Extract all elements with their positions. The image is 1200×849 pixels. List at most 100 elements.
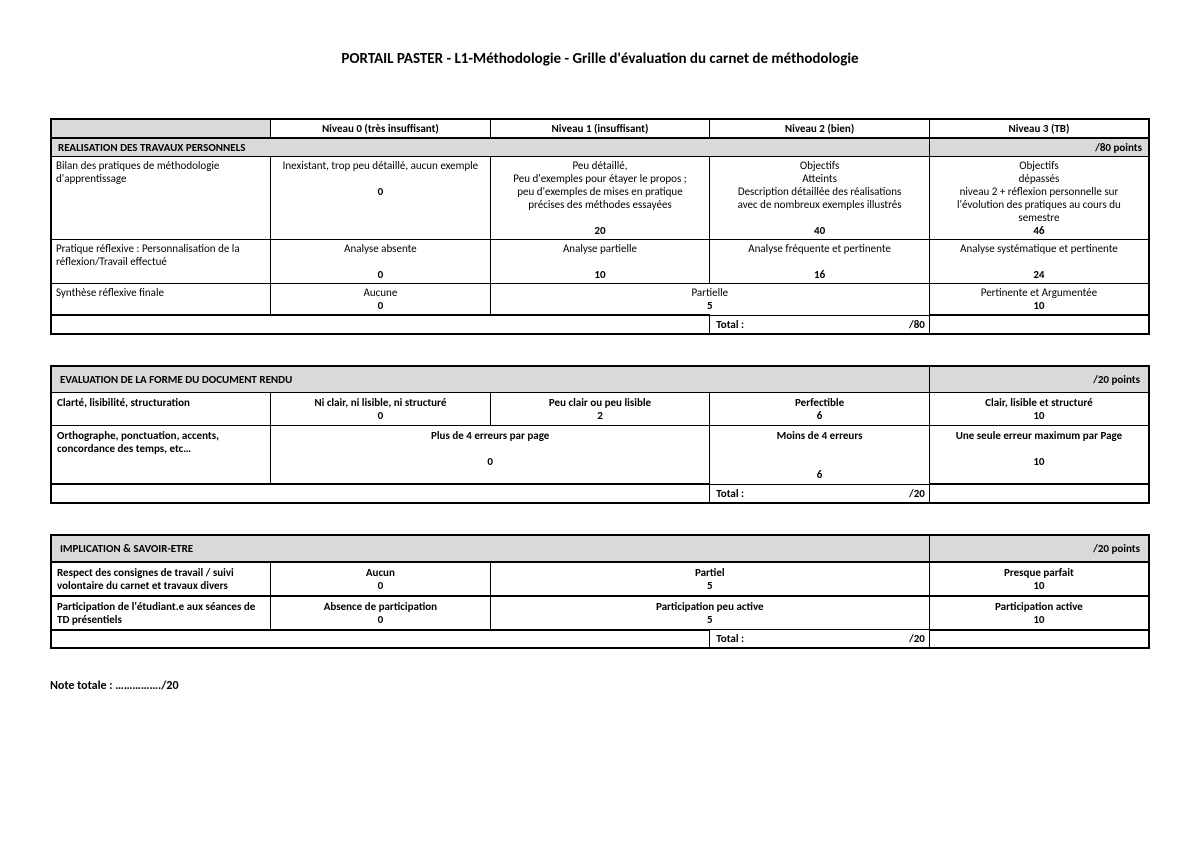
cell: Absence de participation 0 <box>271 596 491 630</box>
criterion-label: Bilan des pratiques de méthodologie d'ap… <box>51 157 271 240</box>
level-1-header: Niveau 1 (insuffisant) <box>490 119 710 138</box>
cell-score: 10 <box>495 268 706 281</box>
cell-text: Participation peu active <box>496 600 924 613</box>
cell-score: 0 <box>275 299 486 312</box>
cell-text: Aucun <box>276 566 485 579</box>
total-label-text: Total : <box>716 487 744 500</box>
cell: Participation active 10 <box>929 596 1149 630</box>
cell-score: 46 <box>934 224 1144 237</box>
cell-text: Analyse systématique et pertinente <box>934 242 1144 255</box>
cell-text: Objectifs Atteints Description détaillée… <box>714 159 925 211</box>
cell: Clair, lisible et structuré 10 <box>929 392 1149 425</box>
page-title: PORTAIL PASTER - L1-Méthodologie - Grill… <box>50 50 1150 68</box>
cell-text: Ni clair, ni lisible, ni structuré <box>276 396 485 409</box>
cell: Partielle 5 <box>490 284 929 316</box>
total-row: Total : /80 <box>51 315 1149 334</box>
levels-header-row: Niveau 0 (très insuffisant) Niveau 1 (in… <box>51 119 1149 138</box>
table-row: Participation de l'étudiant.e aux séance… <box>51 596 1149 630</box>
section1-title-row: REALISATION DES TRAVAUX PERSONNELS /80 p… <box>51 138 1149 157</box>
criterion-label: Pratique réflexive : Personnalisation de… <box>51 240 271 284</box>
table-row: Synthèse réflexive finale Aucune 0 Parti… <box>51 284 1149 316</box>
cell: Partiel 5 <box>490 562 929 596</box>
total-row: Total : /20 <box>51 630 1149 649</box>
cell: Aucune 0 <box>271 284 491 316</box>
cell-score: 0 <box>275 185 486 198</box>
cell: Plus de 4 erreurs par page 0 <box>271 425 710 484</box>
cell: Analyse partielle 10 <box>490 240 710 284</box>
cell-score: 10 <box>935 409 1143 422</box>
cell: Perfectible 6 <box>710 392 930 425</box>
cell-text: Analyse partielle <box>495 242 706 255</box>
blank-cell <box>51 484 710 503</box>
table-row: Pratique réflexive : Personnalisation de… <box>51 240 1149 284</box>
cell-score: 0 <box>276 613 485 626</box>
cell-score: 5 <box>496 579 924 592</box>
cell: Aucun 0 <box>271 562 491 596</box>
section3-title: IMPLICATION & SAVOIR-ETRE <box>51 535 929 562</box>
section3-title-row: IMPLICATION & SAVOIR-ETRE /20 points <box>51 535 1149 562</box>
criterion-label: Participation de l'étudiant.e aux séance… <box>51 596 271 630</box>
total-max: /80 <box>909 318 925 331</box>
cell: Objectifs Atteints Description détaillée… <box>710 157 930 240</box>
cell-text: Partiel <box>496 566 924 579</box>
section1-title: REALISATION DES TRAVAUX PERSONNELS <box>51 138 929 157</box>
cell-score: 10 <box>935 613 1143 626</box>
cell-text: Inexistant, trop peu détaillé, aucun exe… <box>275 159 486 172</box>
cell-score: 0 <box>276 455 704 468</box>
cell-score: 0 <box>276 409 485 422</box>
total-value <box>929 315 1149 334</box>
level-2-header: Niveau 2 (bien) <box>710 119 930 138</box>
section2-max: /20 points <box>929 366 1149 393</box>
cell-score: 5 <box>496 613 924 626</box>
cell: Analyse absente 0 <box>271 240 491 284</box>
total-label-text: Total : <box>716 632 744 645</box>
criterion-label: Respect des consignes de travail / suivi… <box>51 562 271 596</box>
criterion-label: Clarté, lisibilité, structuration <box>51 392 271 425</box>
table-section-2: EVALUATION DE LA FORME DU DOCUMENT RENDU… <box>50 365 1150 504</box>
total-value <box>929 630 1149 649</box>
cell-text: Objectifs dépassés niveau 2 + réflexion … <box>934 159 1144 224</box>
cell: Pertinente et Argumentée 10 <box>929 284 1149 316</box>
cell: Presque parfait 10 <box>929 562 1149 596</box>
cell-score: 2 <box>496 409 705 422</box>
cell-score: 0 <box>275 268 486 281</box>
cell-text: Analyse absente <box>275 242 486 255</box>
cell: Objectifs dépassés niveau 2 + réflexion … <box>929 157 1149 240</box>
cell-text: Moins de 4 erreurs <box>715 429 924 442</box>
total-row: Total : /20 <box>51 484 1149 503</box>
blank-cell <box>51 315 710 334</box>
cell-score: 10 <box>935 455 1143 468</box>
total-label: Total : /80 <box>710 315 930 334</box>
blank-header <box>51 119 271 138</box>
cell-text: Plus de 4 erreurs par page <box>276 429 704 442</box>
cell-score: 20 <box>495 224 706 237</box>
cell-text: Aucune <box>275 286 486 299</box>
cell: Une seule erreur maximum par Page 10 <box>929 425 1149 484</box>
section2-title: EVALUATION DE LA FORME DU DOCUMENT RENDU <box>51 366 929 393</box>
table-section-3: IMPLICATION & SAVOIR-ETRE /20 points Res… <box>50 534 1150 650</box>
level-3-header: Niveau 3 (TB) <box>929 119 1149 138</box>
cell-text: Partielle <box>495 286 925 299</box>
section3-max: /20 points <box>929 535 1149 562</box>
section1-max: /80 points <box>929 138 1149 157</box>
cell: Peu clair ou peu lisible 2 <box>490 392 710 425</box>
level-0-header: Niveau 0 (très insuffisant) <box>271 119 491 138</box>
total-label: Total : /20 <box>710 630 930 649</box>
cell-score: 0 <box>276 579 485 592</box>
cell: Moins de 4 erreurs 6 <box>710 425 930 484</box>
cell-text: Participation active <box>935 600 1143 613</box>
cell-score: 10 <box>935 579 1143 592</box>
total-max: /20 <box>909 487 925 500</box>
blank-cell <box>51 630 710 649</box>
cell-text: Une seule erreur maximum par Page <box>935 429 1143 442</box>
cell-text: Clair, lisible et structuré <box>935 396 1143 409</box>
section2-title-row: EVALUATION DE LA FORME DU DOCUMENT RENDU… <box>51 366 1149 393</box>
cell-text: Absence de participation <box>276 600 485 613</box>
cell-text: Presque parfait <box>935 566 1143 579</box>
table-section-1: Niveau 0 (très insuffisant) Niveau 1 (in… <box>50 118 1150 335</box>
cell-score: 6 <box>715 409 924 422</box>
cell: Analyse systématique et pertinente 24 <box>929 240 1149 284</box>
cell-text: Perfectible <box>715 396 924 409</box>
cell-score: 16 <box>714 268 925 281</box>
table-row: Clarté, lisibilité, structuration Ni cla… <box>51 392 1149 425</box>
